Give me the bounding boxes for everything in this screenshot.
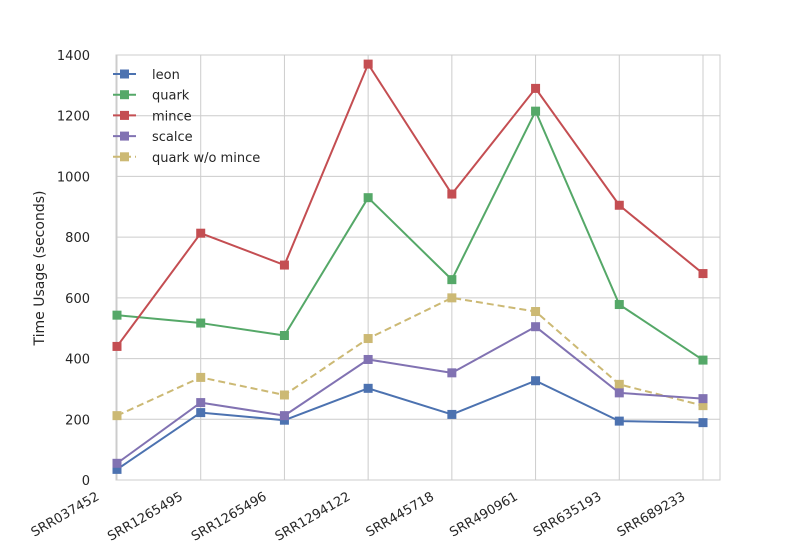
data-point (531, 376, 541, 386)
legend-item: mince (113, 109, 192, 124)
data-point (112, 464, 122, 474)
legend-marker (120, 69, 129, 79)
legend-marker (120, 90, 129, 100)
data-point (112, 411, 122, 421)
data-point (698, 401, 708, 411)
legend-marker (120, 110, 129, 120)
series-mince (112, 59, 708, 351)
data-point (447, 368, 457, 378)
series-quark-w-o-mince (112, 293, 708, 421)
x-tick-label: SRR037452 (29, 489, 102, 540)
legend-label: leon (152, 68, 180, 83)
data-point (614, 300, 624, 310)
x-tick-label: SRR635193 (531, 489, 604, 540)
data-point (196, 372, 206, 382)
x-tick-label: SRR490961 (447, 489, 520, 540)
data-point (112, 341, 122, 351)
x-tick-label: SRR445718 (364, 489, 437, 540)
data-point (614, 200, 624, 210)
y-tick-label: 600 (65, 292, 90, 307)
y-axis: 0 200 400 600 800 1000 1200 1400 (57, 49, 90, 489)
y-tick-label: 200 (65, 413, 90, 428)
data-point (447, 409, 457, 419)
data-point (698, 418, 708, 428)
x-tick-label: SRR1265496 (189, 489, 269, 544)
data-point (196, 228, 206, 238)
data-point (279, 411, 289, 421)
series-line (116, 110, 704, 361)
series-line (116, 379, 704, 471)
legend-item: scalce (113, 130, 193, 145)
data-point (363, 193, 373, 203)
data-point (531, 307, 541, 317)
legend-label: mince (152, 109, 192, 124)
data-point (363, 354, 373, 364)
data-point (447, 189, 457, 199)
y-tick-label: 400 (65, 353, 90, 368)
data-point (363, 59, 373, 69)
data-point (112, 310, 122, 320)
series-scalce (112, 322, 708, 468)
legend-item: leon (113, 68, 180, 83)
data-point (279, 415, 289, 425)
legend-item: quark w/o mince (113, 151, 260, 166)
series-line (116, 296, 704, 417)
legend: leon quark mince scalce quark w/o mince (113, 68, 260, 166)
data-point (196, 318, 206, 328)
series-quark (112, 106, 708, 365)
plot-background (116, 55, 720, 480)
x-tick-label: SRR689233 (615, 489, 688, 540)
series-leon (112, 376, 708, 474)
series-line (116, 325, 704, 465)
y-tick-label: 1400 (57, 49, 90, 64)
data-point (698, 394, 708, 404)
data-point (363, 334, 373, 344)
x-axis: SRR037452 SRR1265495 SRR1265496 SRR1294122 S… (29, 489, 688, 544)
data-point (531, 322, 541, 332)
legend-label: scalce (152, 130, 193, 145)
y-tick-label: 0 (82, 474, 90, 489)
data-point (363, 383, 373, 393)
data-point (447, 275, 457, 285)
legend-marker (120, 131, 129, 141)
data-point (698, 269, 708, 279)
y-tick-label: 1200 (57, 110, 90, 125)
data-point (112, 458, 122, 468)
data-point (279, 331, 289, 340)
data-point (279, 390, 289, 400)
data-point (447, 293, 457, 303)
plot-frame (115, 54, 721, 481)
x-tick-label: SRR1265495 (105, 489, 185, 544)
legend-label: quark (152, 89, 190, 104)
data-point (698, 355, 708, 365)
data-point (614, 379, 624, 389)
x-tick-label: SRR1294122 (273, 489, 353, 544)
series-layer (112, 59, 708, 474)
data-point (196, 408, 206, 418)
data-point (531, 83, 541, 93)
data-point (614, 416, 624, 426)
legend-label: quark w/o mince (152, 151, 260, 166)
data-point (279, 260, 289, 270)
y-axis-label: Time Usage (seconds) (32, 191, 48, 347)
grid (116, 54, 720, 481)
series-line (116, 63, 704, 348)
y-tick-label: 800 (65, 231, 90, 246)
data-point (531, 106, 541, 116)
legend-marker (120, 152, 129, 162)
data-point (614, 388, 624, 398)
data-point (196, 398, 206, 408)
legend-item: quark (113, 89, 190, 104)
y-tick-label: 1000 (57, 170, 90, 185)
